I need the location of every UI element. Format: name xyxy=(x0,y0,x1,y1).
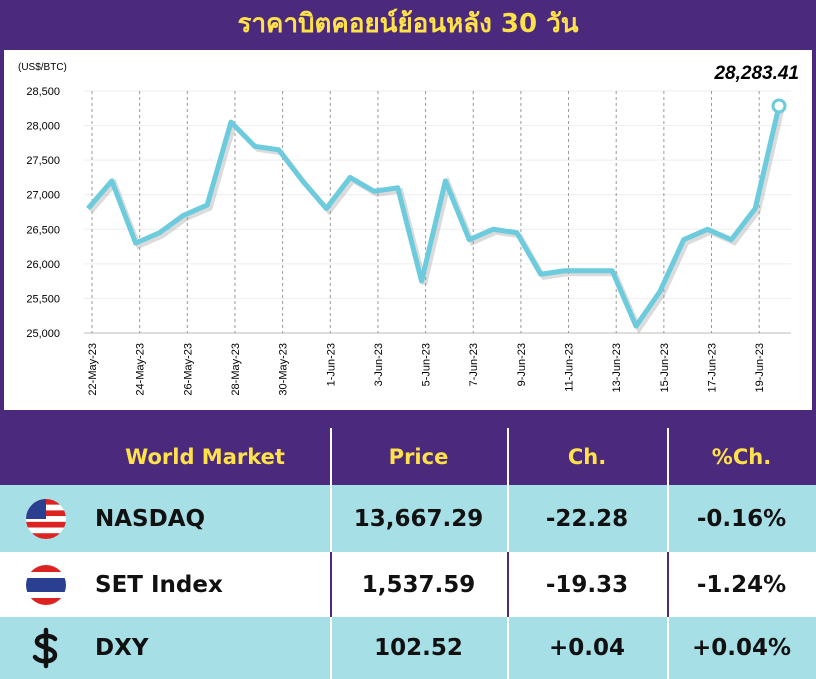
table-cell: -0.16% xyxy=(696,505,787,532)
line xyxy=(86,105,782,329)
x-tick-label: 28-May-23 xyxy=(230,343,242,396)
divider xyxy=(507,552,509,617)
divider xyxy=(507,428,509,485)
th-flag xyxy=(26,564,66,605)
table-row: SET Index 1,537.59 -19.33 -1.24% xyxy=(0,552,816,617)
table-cell: -22.28 xyxy=(545,505,629,532)
divider xyxy=(330,485,332,552)
y-tick-label: 26,500 xyxy=(26,224,60,236)
table-cell: 1,537.59 xyxy=(361,571,476,598)
stripe xyxy=(26,532,66,539)
canton xyxy=(26,498,46,519)
x-tick-label: 13-Jun-23 xyxy=(611,343,623,393)
x-tick-label: 26-May-23 xyxy=(182,343,194,396)
stripe xyxy=(26,527,66,533)
divider xyxy=(667,617,669,679)
table-row: NASDAQ 13,667.29 -22.28 -0.16% xyxy=(0,485,816,552)
header-cell: %Ch. xyxy=(711,444,772,469)
table-row: DXY 102.52 +0.04 +0.04% xyxy=(0,617,816,679)
divider xyxy=(330,617,332,679)
icon xyxy=(26,498,66,539)
table-cell: 13,667.29 xyxy=(353,505,484,532)
header-cell: World Market xyxy=(125,444,285,469)
y-tick-label: 25,000 xyxy=(26,328,60,340)
stripes xyxy=(26,564,66,605)
x-tick-label: 22-May-23 xyxy=(87,343,99,396)
stripe xyxy=(26,597,66,605)
stripes xyxy=(26,498,66,539)
table-cell: NASDAQ xyxy=(95,505,206,532)
x-tick-label: 3-Jun-23 xyxy=(373,343,385,386)
icon xyxy=(26,564,66,605)
y-tick-label: 27,500 xyxy=(26,155,60,167)
x-tick-label: 17-Jun-23 xyxy=(707,343,719,393)
divider xyxy=(330,428,332,485)
table-cell: -1.24% xyxy=(696,571,787,598)
stripe xyxy=(26,521,66,528)
title: ราคาบิตคอยน์ย้อนหลัง 30 วัน xyxy=(237,9,579,39)
x-tick-label: 5-Jun-23 xyxy=(421,343,433,386)
table-cell: +0.04 xyxy=(548,635,626,661)
header-cell: Price xyxy=(388,444,449,469)
table-cell: DXY xyxy=(95,635,149,661)
y-tick-label: 28,500 xyxy=(26,86,60,98)
chart: (US$/BTC) 25,000 25,500 26,000 26,500 27,000… xyxy=(18,62,799,396)
stripe xyxy=(26,591,66,598)
x-tick-label: 19-Jun-23 xyxy=(754,343,766,393)
x-tick-label: 15-Jun-23 xyxy=(659,343,671,393)
divider xyxy=(330,552,332,617)
chart-panel: (US$/BTC) 25,000 25,500 26,000 26,500 27,000… xyxy=(4,50,812,410)
x-tick-label: 24-May-23 xyxy=(135,343,147,396)
x-tick-label: 7-Jun-23 xyxy=(468,343,480,386)
us-flag xyxy=(26,498,66,539)
header-cell: Ch. xyxy=(567,444,607,469)
x-tick-label: 1-Jun-23 xyxy=(325,343,337,386)
header-row: World Market Price Ch. %Ch. xyxy=(0,428,816,485)
table-cell: +0.04% xyxy=(691,635,792,661)
y-tick-label: 27,000 xyxy=(26,190,60,202)
divider xyxy=(667,428,669,485)
line-shadow xyxy=(89,108,785,335)
icon xyxy=(32,627,58,669)
divider xyxy=(667,552,669,617)
y-tick-label: 28,000 xyxy=(26,121,60,133)
dollar-icon xyxy=(32,627,58,669)
y-tick-label: 25,500 xyxy=(26,293,60,305)
divider xyxy=(507,617,509,679)
divider xyxy=(667,485,669,552)
x-tick-label: 9-Jun-23 xyxy=(516,343,528,386)
y-axis-label: (US$/BTC) xyxy=(18,62,67,73)
value-label: 28,283.41 xyxy=(713,63,799,84)
stripe xyxy=(26,571,66,578)
x-tick-label: 30-May-23 xyxy=(278,343,290,396)
stripe xyxy=(26,564,66,572)
y-tick-label: 26,000 xyxy=(26,259,60,271)
last-point xyxy=(771,98,787,114)
stripe xyxy=(26,577,66,592)
table-cell: SET Index xyxy=(95,571,223,598)
x-tick-label: 11-Jun-23 xyxy=(564,343,576,392)
divider xyxy=(507,485,509,552)
table-cell: 102.52 xyxy=(374,635,463,661)
table-cell: -19.33 xyxy=(545,571,629,598)
